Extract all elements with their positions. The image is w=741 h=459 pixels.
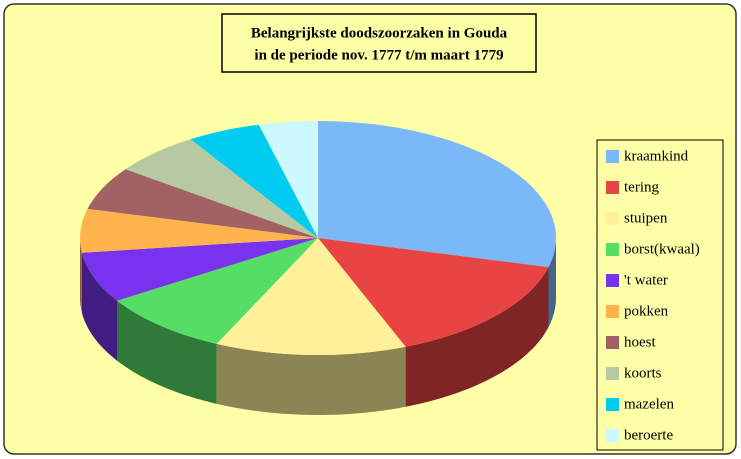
- slice: [80, 208, 318, 253]
- legend-swatch: [606, 150, 619, 163]
- legend-label: tering: [624, 179, 659, 195]
- legend-label: kraamkind: [624, 148, 689, 164]
- legend-label: borst(kwaal): [624, 241, 700, 257]
- slice: [216, 238, 406, 355]
- legend-swatch: [606, 398, 619, 411]
- title-box: [221, 13, 537, 73]
- slice: [117, 238, 318, 344]
- slice: [190, 124, 318, 238]
- slice-side: [548, 238, 556, 328]
- legend-label: 't water: [624, 272, 668, 288]
- slice: [318, 238, 549, 347]
- slice: [258, 121, 318, 238]
- legend-swatch: [606, 367, 619, 380]
- legend-label: koorts: [624, 365, 662, 381]
- legend-swatch: [606, 212, 619, 225]
- slice-side: [117, 300, 217, 404]
- legend-label: mazelen: [624, 396, 674, 412]
- legend-label: stuipen: [624, 210, 668, 226]
- slice-side: [80, 238, 82, 313]
- slice-side: [216, 343, 406, 415]
- legend-label: pokken: [624, 303, 669, 319]
- legend-label: beroerte: [624, 427, 673, 443]
- slice-side: [81, 252, 117, 361]
- chart-title: Belangrijkste doodszoorzaken in Gouda: [251, 25, 508, 41]
- legend-swatch: [606, 336, 619, 349]
- slice-side: [405, 267, 549, 407]
- legend-label: hoest: [624, 334, 656, 350]
- chart-title: in de periode nov. 1777 t/m maart 1779: [254, 47, 503, 63]
- slice: [318, 121, 556, 268]
- legend-swatch: [606, 181, 619, 194]
- legend-swatch: [606, 429, 619, 442]
- slice: [87, 169, 318, 238]
- legend-swatch: [606, 274, 619, 287]
- slice: [125, 139, 318, 238]
- legend-swatch: [606, 243, 619, 256]
- legend-swatch: [606, 305, 619, 318]
- slice: [81, 238, 319, 301]
